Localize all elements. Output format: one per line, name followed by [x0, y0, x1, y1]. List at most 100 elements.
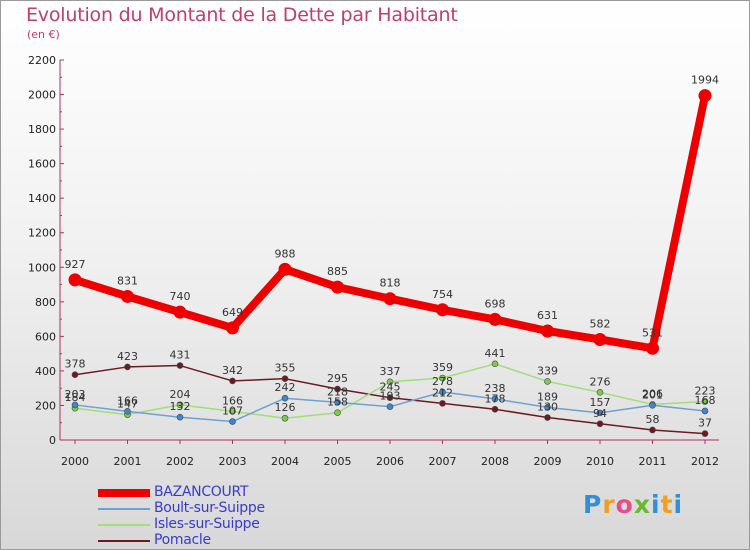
data-label: 201: [642, 388, 663, 401]
data-label: 58: [646, 413, 660, 426]
data-label: 276: [590, 375, 611, 388]
data-label: 927: [65, 258, 86, 271]
proxiti-logo: Proxiti: [583, 490, 683, 519]
data-label: 818: [380, 277, 401, 290]
logo-letter: i: [651, 490, 661, 519]
data-label: 441: [485, 347, 506, 360]
data-point: [491, 405, 499, 413]
data-point: [278, 262, 292, 276]
data-point: [596, 420, 604, 428]
data-point: [229, 418, 236, 425]
data-point: [124, 408, 131, 415]
data-label: 342: [222, 364, 243, 377]
y-tick-label: 1600: [28, 158, 56, 171]
data-label: 218: [327, 385, 348, 398]
data-label: 184: [65, 391, 86, 404]
legend-label: Isles-sur-Suippe: [154, 516, 260, 532]
data-point: [334, 409, 341, 417]
data-label: 831: [117, 274, 138, 287]
data-label: 754: [432, 288, 453, 301]
data-point: [331, 280, 344, 294]
data-label: 157: [590, 396, 611, 409]
logo-letter: r: [602, 490, 616, 519]
data-point: [541, 324, 554, 338]
data-point: [701, 407, 709, 415]
data-point: [386, 394, 394, 401]
data-label: 158: [327, 396, 348, 409]
data-point: [229, 377, 236, 385]
data-label: 147: [117, 398, 138, 411]
data-label: 166: [117, 394, 138, 407]
data-label: 193: [380, 390, 401, 403]
logo-letter: t: [660, 490, 674, 519]
chart-unit: (en €): [27, 28, 60, 41]
x-tick-label: 2001: [114, 455, 142, 468]
data-point: [596, 389, 604, 396]
x-tick-label: 2004: [271, 455, 299, 468]
axes: 0 200 400 600 800 1000 1200 1400 1600 1800 2000 220…: [28, 54, 719, 468]
data-point: [176, 401, 184, 409]
y-tick-label: 400: [35, 365, 56, 378]
data-point: [281, 394, 289, 402]
y-tick-label: 1800: [28, 123, 56, 136]
data-point: [226, 321, 239, 335]
data-point: [281, 414, 289, 422]
data-label: 130: [537, 401, 558, 414]
data-label: 339: [537, 364, 558, 377]
data-label: 204: [170, 388, 191, 401]
logo-letter: P: [583, 490, 603, 519]
data-labels-layer: 378 423 431 342 355 295 245 212 178 130 94 58 37 184 1…: [65, 74, 720, 430]
data-label: 885: [327, 265, 348, 278]
data-point: [544, 414, 551, 421]
data-label: 245: [380, 381, 401, 394]
series-line: [71, 91, 709, 353]
data-label: 431: [170, 349, 191, 362]
x-tick-label: 2003: [219, 455, 247, 468]
data-label: 107: [222, 405, 243, 418]
data-point: [173, 305, 187, 319]
logo-letter: o: [615, 490, 634, 519]
data-label: 189: [537, 390, 558, 403]
x-tick-label: 2011: [639, 455, 667, 468]
data-point: [121, 289, 134, 303]
data-label: 223: [695, 384, 716, 397]
x-tick-label: 2002: [166, 455, 194, 468]
data-point: [646, 341, 659, 355]
data-point: [649, 426, 656, 434]
data-label: 649: [222, 306, 243, 319]
data-label: 203: [65, 388, 86, 401]
legend-swatch: [98, 489, 150, 497]
data-label: 337: [380, 365, 401, 378]
data-label: 698: [485, 297, 506, 310]
series-layer: [68, 89, 712, 437]
data-point: [334, 385, 341, 393]
data-point: [649, 401, 656, 409]
data-label: 37: [698, 417, 712, 430]
data-point: [596, 409, 604, 417]
x-tick-label: 2010: [586, 455, 614, 468]
x-tick-label: 2006: [376, 455, 404, 468]
data-label: 278: [432, 375, 453, 388]
y-tick-label: 200: [35, 399, 56, 412]
legend-label: BAZANCOURT: [154, 484, 249, 500]
x-tick-label: 2007: [429, 455, 457, 468]
data-label: 166: [222, 394, 243, 407]
data-label: 178: [485, 392, 506, 405]
data-label: 212: [432, 386, 453, 399]
x-tick-label: 2009: [534, 455, 562, 468]
data-point: [439, 400, 446, 407]
data-label: 582: [590, 317, 611, 330]
legend-label: Boult-sur-Suippe: [154, 500, 265, 516]
data-point: [71, 371, 79, 379]
data-label: 1994: [691, 74, 719, 87]
data-point: [383, 292, 397, 306]
legend-swatch: [98, 524, 150, 526]
x-tick-label: 2000: [61, 455, 89, 468]
legend-label: Pomacle: [154, 532, 211, 548]
data-point: [491, 360, 499, 368]
data-point: [439, 374, 446, 382]
legend-swatch: [98, 508, 150, 510]
chart-title: Evolution du Montant de la Dette par Hab…: [26, 4, 458, 26]
